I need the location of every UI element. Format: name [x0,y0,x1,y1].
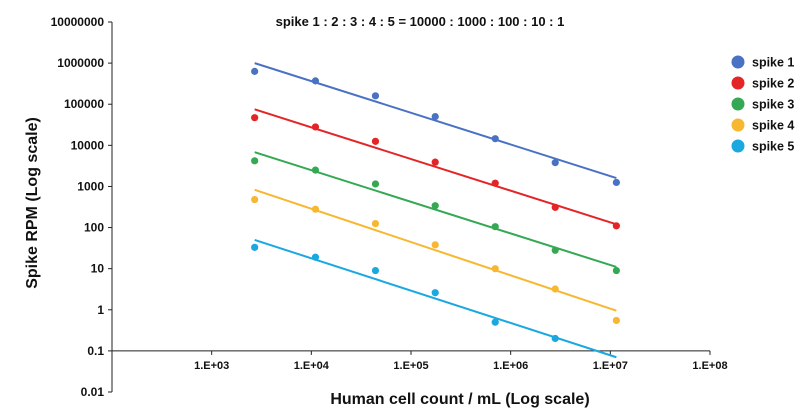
x-tick-label: 1.E+05 [393,360,428,372]
data-point-spike-5 [371,266,380,275]
data-point-spike-5 [491,318,499,326]
legend-marker-spike-5 [731,139,745,153]
plot-area: 0.01 0.1 1 10 100 1000 10000 100000 1000000 10000… [51,15,728,399]
data-point-spike-2 [491,179,499,187]
x-axis-ticks: 1.E+03 1.E+04 1.E+05 1.E+06 1.E+07 1.E+08 [194,350,728,372]
fit-lines [254,62,617,359]
data-point-spike-5 [551,334,559,343]
x-axis-title: Human cell count / mL (Log scale) [330,391,589,408]
data-point-spike-3 [491,223,499,231]
legend-label-spike-1: spike 1 [752,56,794,70]
data-point-spike-1 [251,67,259,75]
legend-marker-spike-4 [731,118,745,132]
y-axis-title: Spike RPM (Log scale) [24,117,41,289]
y-tick-label: 10000000 [51,15,105,29]
y-axis-ticks: 0.01 0.1 1 10 100 1000 10000 100000 1000000 10000… [51,15,112,399]
data-point-spike-3 [551,246,559,254]
legend-label-spike-2: spike 2 [752,77,794,91]
y-tick-label: 1000 [77,179,104,193]
data-point-spike-5 [431,289,439,297]
data-point-spike-5 [311,253,320,261]
data-point-spike-3 [431,202,439,210]
y-tick-label: 1 [97,303,104,317]
data-point-spike-4 [612,316,620,325]
data-point-spike-4 [251,195,259,204]
legend-marker-spike-1 [731,55,745,69]
x-tick-label: 1.E+07 [593,360,628,372]
data-point-spike-2 [431,158,439,166]
data-point-spike-2 [551,203,559,211]
y-tick-label: 1000000 [57,56,104,70]
data-point-spike-5 [251,243,259,251]
data-point-spike-3 [612,266,620,275]
data-point-spike-4 [431,241,439,249]
x-tick-label: 1.E+04 [294,360,330,372]
y-tick-label: 0.1 [87,344,104,358]
data-point-spike-1 [311,77,320,85]
y-tick-label: 10 [91,262,105,276]
data-point-spike-1 [431,112,439,121]
data-point-spike-3 [371,180,380,188]
x-tick-label: 1.E+06 [493,360,528,372]
legend: spike 1 spike 2 spike 3 spike 4 spike 5 [731,55,794,154]
y-tick-label: 100000 [64,97,104,111]
data-point-spike-4 [491,265,499,273]
data-point-spike-4 [311,205,320,213]
data-point-spike-2 [371,137,380,145]
data-point-spike-2 [612,222,620,230]
data-point-spike-2 [251,114,259,122]
data-points [251,67,620,343]
legend-label-spike-4: spike 4 [752,119,794,133]
chart-title: spike 1 : 2 : 3 : 4 : 5 = 10000 : 1000 :… [276,14,565,29]
data-point-spike-3 [251,157,259,165]
data-point-spike-1 [551,159,559,167]
data-point-spike-2 [311,123,320,131]
data-point-spike-1 [612,178,620,187]
legend-marker-spike-3 [731,97,745,111]
data-point-spike-4 [551,285,559,293]
x-tick-label: 1.E+08 [692,360,727,372]
fit-line-spike-5 [254,238,617,359]
y-tick-label: 0.01 [81,385,105,399]
y-tick-label: 10000 [71,138,105,152]
y-tick-label: 100 [84,221,104,235]
data-point-spike-3 [311,166,320,174]
x-tick-label: 1.E+03 [194,360,229,372]
legend-label-spike-3: spike 3 [752,98,794,112]
legend-label-spike-5: spike 5 [752,140,794,154]
data-point-spike-4 [371,219,380,228]
legend-marker-spike-2 [731,76,745,90]
data-point-spike-1 [371,92,380,100]
data-point-spike-1 [491,135,499,143]
